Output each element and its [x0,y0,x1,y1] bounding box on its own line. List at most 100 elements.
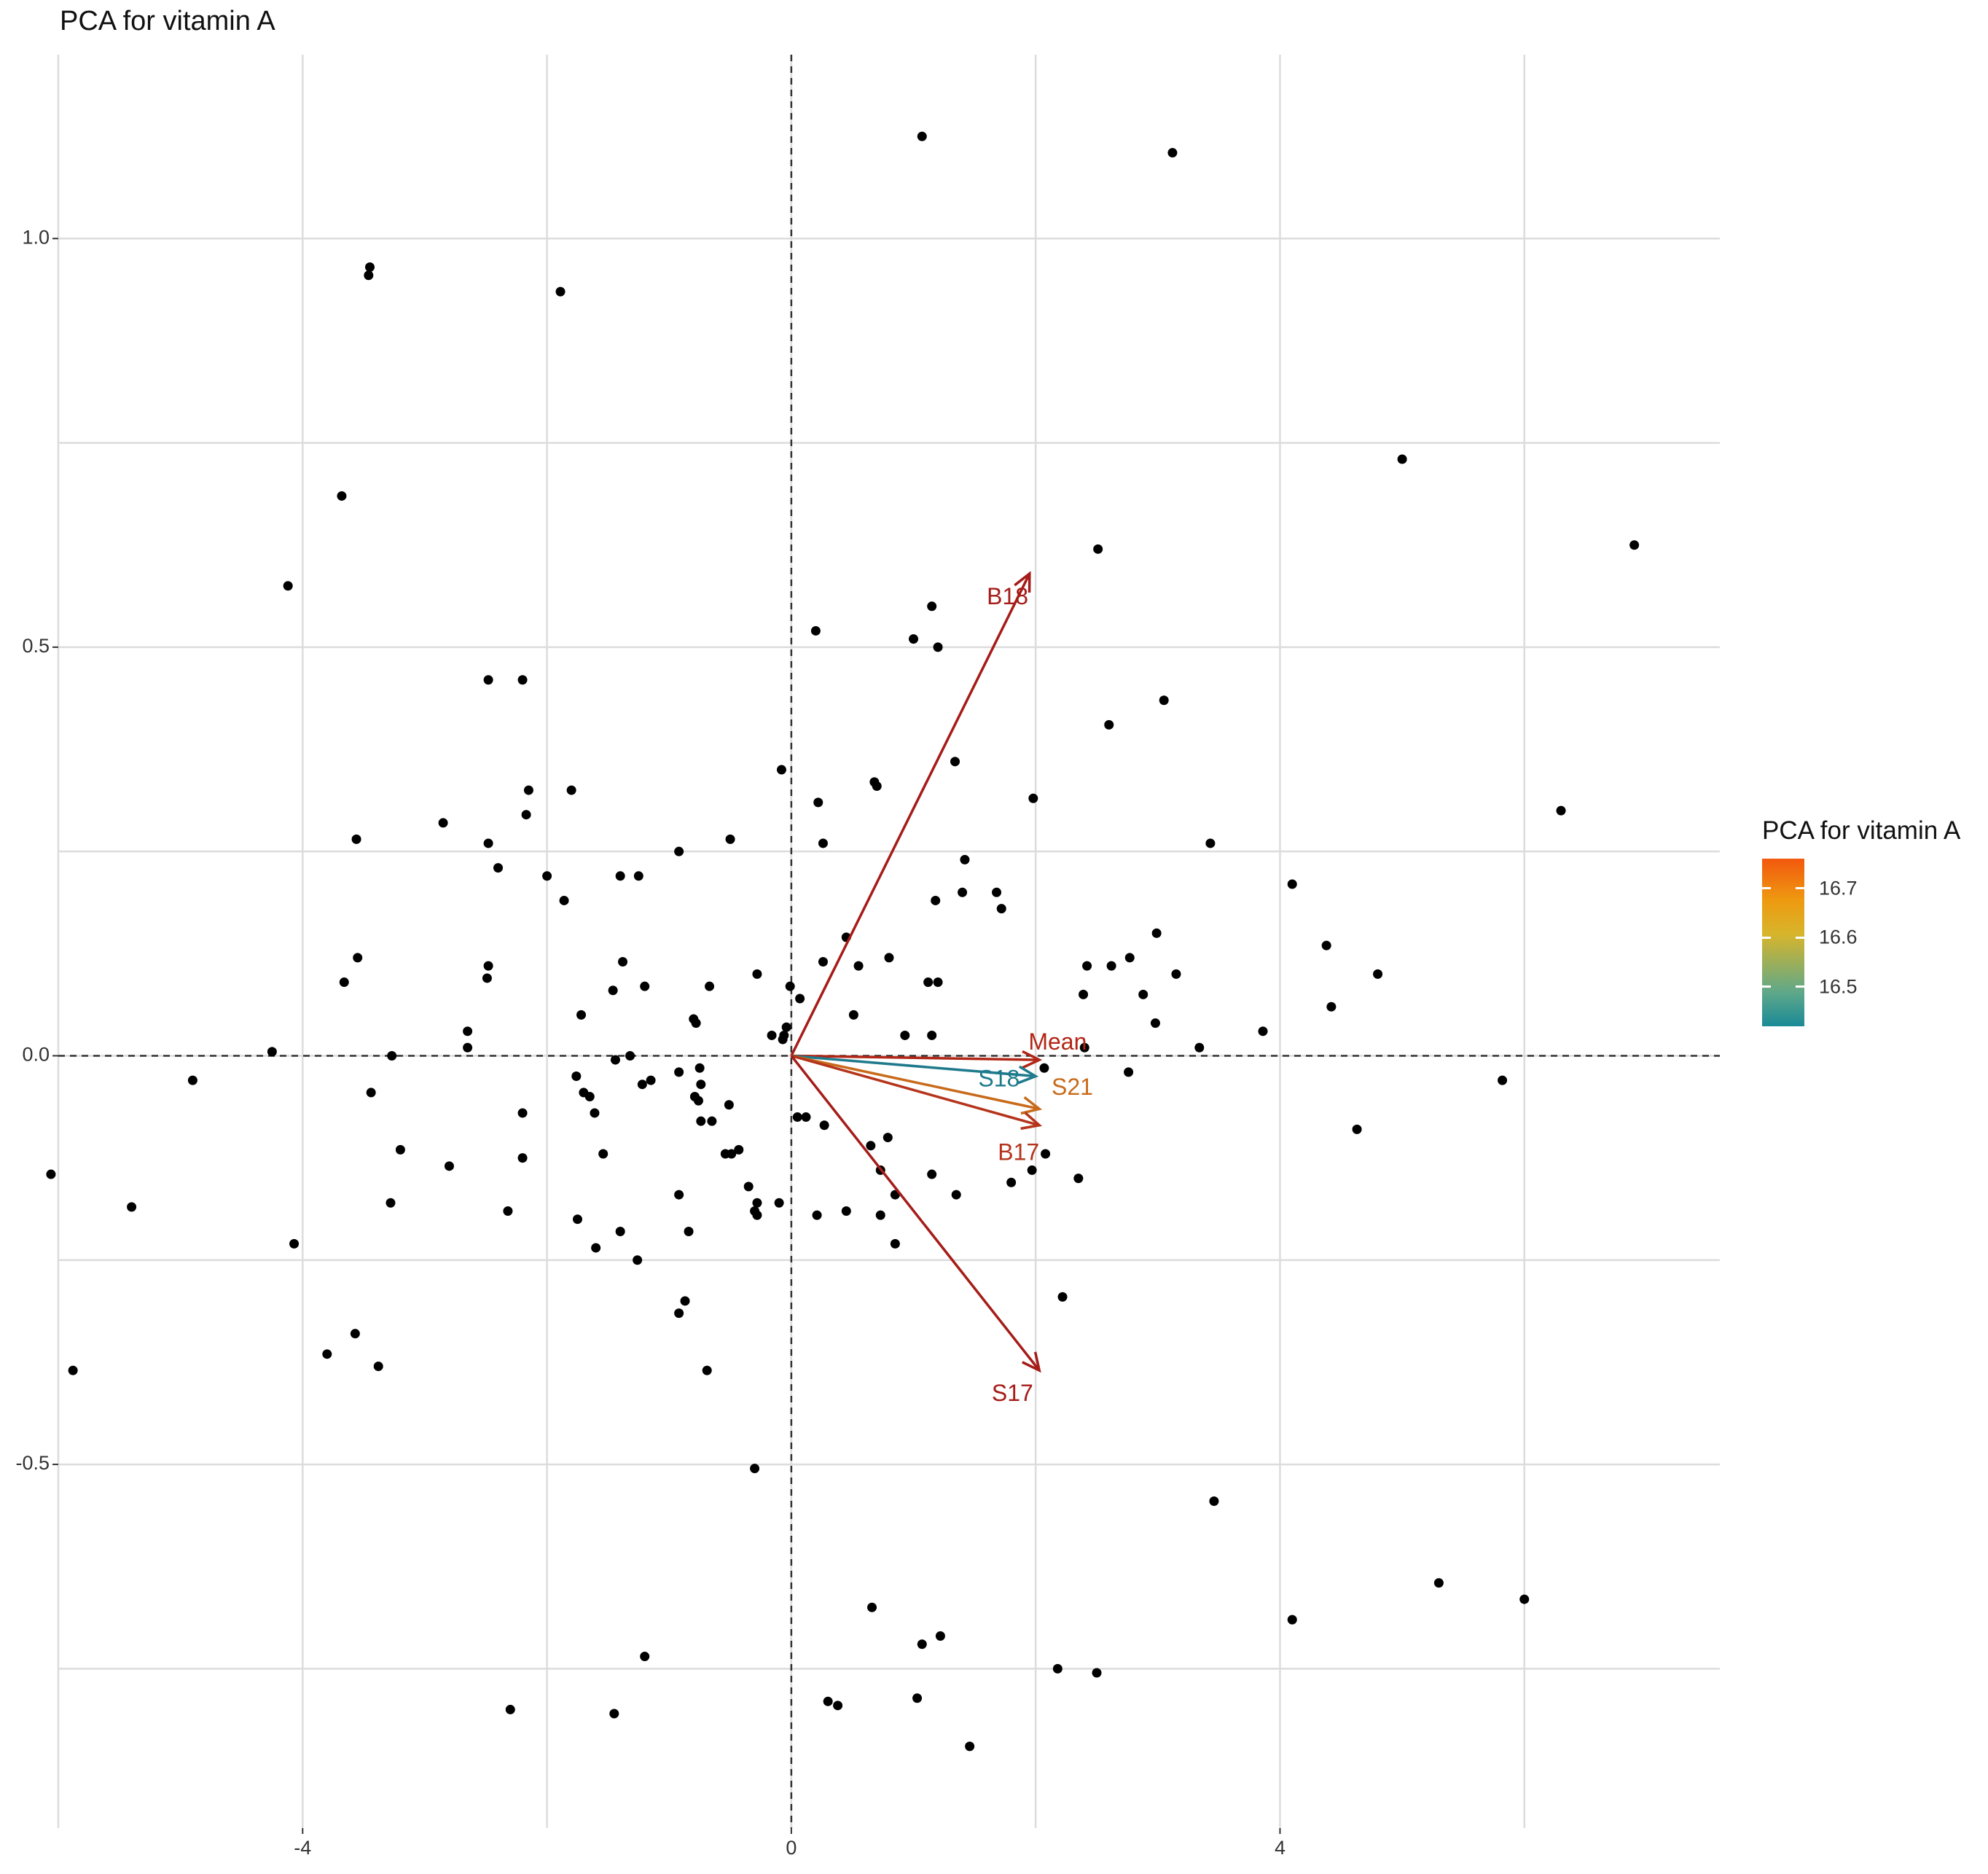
data-point [517,1108,528,1118]
data-point [618,957,628,967]
arrow-b17-head [1020,1112,1043,1131]
data-point [483,961,493,971]
data-point [289,1238,300,1249]
data-point [483,675,493,685]
data-point [693,1096,703,1106]
legend-tick-mark [1762,985,1771,988]
data-point [734,1144,744,1155]
data-point [965,1741,975,1752]
data-point [776,765,786,775]
legend-tick-mark [1762,887,1771,890]
data-point [609,1709,619,1719]
data-point [696,1079,706,1090]
data-point [1057,1292,1068,1302]
data-point [46,1169,56,1179]
data-point [872,781,882,791]
data-point [810,625,821,636]
data-point [591,1243,601,1253]
data-point [517,675,528,685]
data-point [1287,879,1297,889]
data-point [127,1202,137,1212]
data-point [1321,940,1331,950]
data-point [750,1464,760,1474]
data-point [337,491,347,501]
data-point [555,286,566,297]
data-point [720,1149,730,1159]
data-point [848,1010,858,1020]
data-point [1041,1149,1051,1159]
data-point [482,973,492,983]
data-point [608,985,618,996]
data-point [521,810,531,820]
data-point [823,1696,833,1706]
y-tick-label: -0.5 [15,1452,50,1474]
data-point [517,1153,528,1163]
data-point [1258,1026,1268,1036]
data-point [1092,1668,1102,1678]
data-point [1556,805,1566,816]
data-point [395,1144,405,1155]
data-point [950,757,960,767]
data-point [283,581,293,591]
data-point [1433,1578,1444,1588]
data-point [951,1190,961,1200]
data-point [1039,1063,1049,1073]
data-point [610,1055,620,1065]
data-point [640,1652,650,1662]
data-point [724,1100,734,1110]
data-point [689,1014,699,1024]
data-point [795,993,805,1004]
data-point [752,969,762,979]
data-point [566,785,576,795]
data-point [633,1255,643,1265]
data-point [1167,148,1178,158]
data-point [705,981,715,991]
data-point [625,1050,635,1061]
data-point [573,1214,582,1225]
data-point [833,1701,843,1711]
data-point [767,1030,777,1040]
data-point [743,1182,754,1192]
data-point [1079,989,1089,999]
arrow-label-mean: Mean [1028,1028,1087,1055]
data-point [933,642,943,652]
data-point [912,1693,923,1703]
data-point [696,1116,706,1126]
data-point [935,1631,945,1641]
data-point [884,953,894,963]
legend-tick-mark [1796,887,1804,890]
y-tick-label: 1.0 [22,226,50,248]
data-point [559,895,569,905]
data-point [725,834,735,844]
data-point [752,1198,762,1208]
arrow-s17-shaft [790,1055,1041,1372]
legend-colorbar [1762,859,1804,1026]
x-tick-label: 0 [786,1837,797,1859]
data-point [933,977,943,988]
data-point [1006,1177,1017,1187]
data-point [752,1210,762,1220]
data-point [1073,1174,1084,1184]
data-point [900,1030,910,1040]
legend: PCA for vitamin A 16.5 16.6 16.7 [1762,816,1960,1026]
data-point [637,1079,647,1090]
arrow-label-s17: S17 [992,1380,1033,1406]
legend-tick-label: 16.7 [1819,877,1858,899]
data-point [931,895,941,905]
data-point [1498,1075,1508,1085]
data-point [818,957,828,967]
data-point [684,1227,694,1237]
data-point [351,834,361,844]
data-point [1159,695,1169,706]
data-point [267,1047,277,1057]
data-point [322,1349,332,1359]
x-tick-label: -4 [294,1837,311,1859]
arrow-label-b18: B18 [987,583,1028,609]
data-point [958,887,968,897]
arrow-s17-head [1022,1351,1041,1373]
data-point [438,818,448,828]
score-points [46,131,1640,1752]
data-point [680,1296,690,1306]
data-point [1205,838,1216,848]
